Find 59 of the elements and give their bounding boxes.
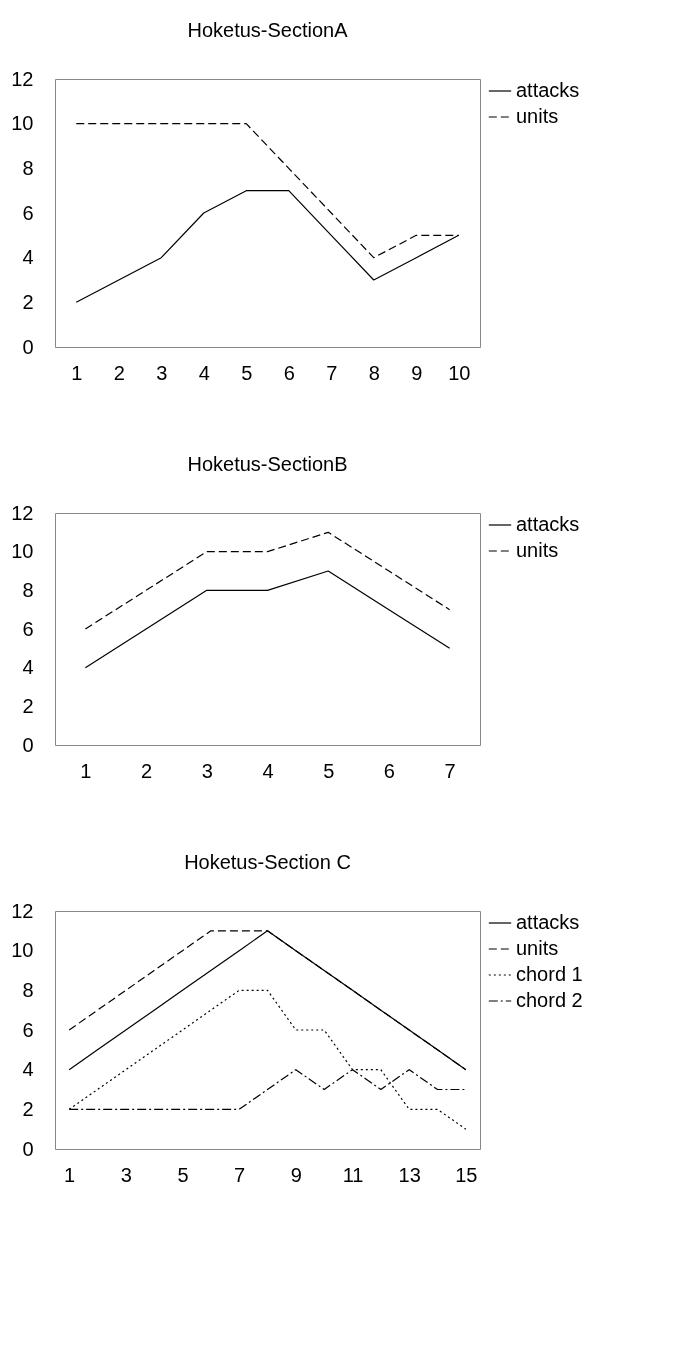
x-tick-label: 6 (283, 361, 295, 384)
y-tick-label: 10 (11, 112, 34, 135)
x-tick-label: 10 (448, 361, 471, 384)
legend-label: attacks (516, 513, 580, 535)
chart-title: Hoketus-SectionB (187, 453, 348, 475)
x-tick-label: 2 (113, 361, 125, 384)
y-tick-label: 12 (11, 501, 34, 524)
x-tick-label: 7 (326, 361, 338, 384)
x-tick-label: 8 (368, 361, 380, 384)
legend-label: units (516, 105, 559, 127)
x-tick-label: 5 (177, 1163, 189, 1186)
y-tick-label: 10 (11, 939, 34, 962)
y-tick-label: 4 (22, 246, 34, 269)
legend-label: units (516, 937, 559, 959)
y-tick-label: 0 (22, 733, 34, 756)
x-tick-label: 11 (342, 1163, 364, 1186)
y-tick-label: 12 (11, 899, 34, 922)
legend-label: chord 1 (516, 963, 583, 985)
y-tick-label: 2 (22, 290, 34, 313)
x-tick-label: 1 (64, 1163, 76, 1186)
x-tick-label: 1 (80, 759, 92, 782)
x-tick-label: 6 (383, 759, 395, 782)
y-tick-label: 6 (22, 201, 34, 224)
y-tick-label: 6 (22, 1018, 34, 1041)
y-tick-label: 8 (22, 978, 34, 1001)
line-series (84, 570, 451, 669)
y-tick-label: 6 (22, 617, 34, 640)
y-tick-label: 2 (22, 1097, 34, 1120)
x-tick-label: 15 (455, 1163, 478, 1186)
y-tick-label: 8 (22, 156, 34, 179)
x-tick-label: 4 (198, 361, 210, 384)
x-tick-label: 7 (234, 1163, 246, 1186)
y-tick-label: 8 (22, 578, 34, 601)
x-tick-label: 5 (241, 361, 253, 384)
x-tick-label: 7 (444, 759, 456, 782)
x-tick-label: 1 (71, 361, 83, 384)
line-series (84, 531, 451, 630)
x-tick-label: 3 (201, 759, 213, 782)
y-tick-label: 4 (22, 656, 34, 679)
chart-title: Hoketus-SectionA (187, 19, 349, 41)
x-tick-label: 3 (120, 1163, 132, 1186)
legend-label: attacks (516, 911, 580, 933)
y-tick-label: 2 (22, 694, 34, 717)
x-tick-label: 4 (262, 759, 274, 782)
x-tick-label: 13 (398, 1163, 421, 1186)
x-tick-label: 2 (141, 759, 153, 782)
legend-label: chord 2 (516, 989, 583, 1011)
chart-title: Hoketus-Section C (184, 851, 351, 873)
y-tick-label: 10 (11, 540, 34, 563)
y-tick-label: 12 (11, 67, 34, 90)
legend-label: attacks (516, 79, 580, 101)
x-tick-label: 5 (323, 759, 335, 782)
legend-label: units (516, 539, 559, 561)
y-tick-label: 0 (22, 1137, 34, 1160)
x-tick-label: 9 (411, 361, 423, 384)
y-tick-label: 4 (22, 1058, 34, 1081)
y-tick-label: 0 (22, 335, 34, 358)
x-tick-label: 3 (156, 361, 168, 384)
x-tick-label: 9 (290, 1163, 302, 1186)
